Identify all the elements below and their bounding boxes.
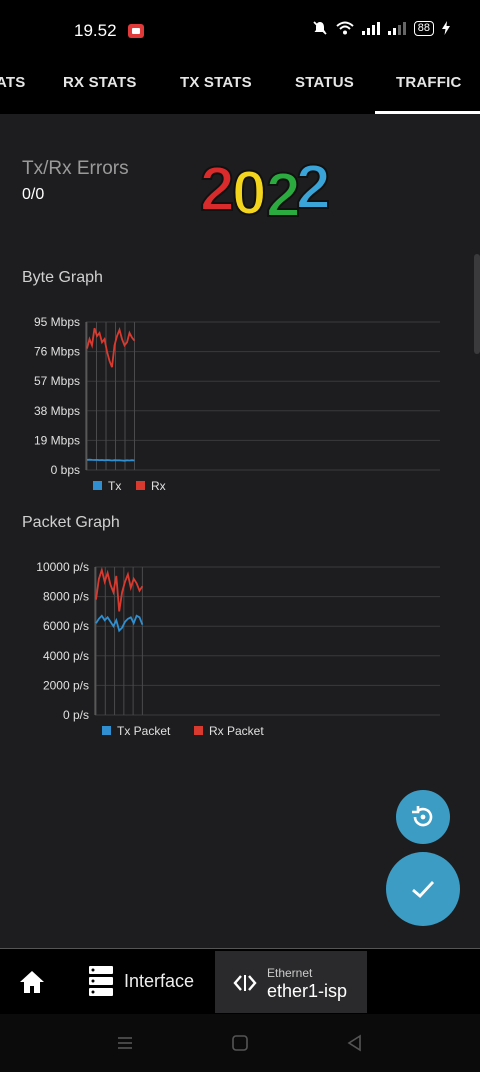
interface-button[interactable]: Interface [88, 965, 194, 997]
y-tick-label: 57 Mbps [34, 374, 80, 388]
y-tick-label: 2000 p/s [43, 678, 89, 692]
legend-swatch [194, 726, 203, 735]
check-icon [412, 881, 435, 898]
y-tick-label: 10000 p/s [36, 560, 89, 574]
series-line-rx-packet [95, 566, 144, 612]
y-tick-label: 95 Mbps [34, 315, 80, 329]
ethernet-name-label: ether1-isp [267, 981, 348, 1001]
legend-label: Tx [108, 479, 121, 493]
wifi-icon [336, 21, 354, 35]
y-tick-label: 19 Mbps [34, 433, 80, 447]
svg-text:0: 0 [232, 159, 266, 224]
interface-label: Interface [124, 970, 195, 991]
svg-text:2: 2 [266, 161, 300, 224]
legend-label: Tx Packet [117, 724, 171, 738]
tab-status[interactable]: STATUS [295, 74, 354, 91]
legend-swatch [93, 481, 102, 490]
legend-label: Rx Packet [209, 724, 264, 738]
system-nav-bar [0, 1014, 480, 1072]
packet-graph-chart: 10000 p/s 8000 p/s 6000 p/s 4000 p/s 2000 p/… [36, 560, 440, 738]
status-time: 19.52 [74, 21, 117, 40]
y-tick-label: 38 Mbps [34, 404, 80, 418]
reset-graph-button[interactable] [396, 790, 450, 844]
status-icons: 88 [312, 20, 450, 36]
y-tick-label: 4000 p/s [43, 649, 89, 663]
tab-rx-stats[interactable]: RX STATS [63, 74, 137, 91]
tab-traffic[interactable]: TRAFFIC [396, 74, 462, 91]
back-icon[interactable] [346, 1034, 364, 1052]
errors-title: Tx/Rx Errors [22, 158, 129, 179]
tab-stats[interactable]: ATS [0, 74, 26, 91]
signal-icon [361, 21, 380, 35]
y-tick-label: 76 Mbps [34, 345, 80, 359]
tab-bar: ATS RX STATS TX STATS STATUS TRAFFIC [0, 62, 480, 114]
y-tick-label: 0 bps [51, 463, 80, 477]
battery-indicator: 88 [413, 20, 434, 36]
active-tab-indicator [375, 111, 480, 114]
traffic-content[interactable]: Tx/Rx Errors 0/0 2 0 2 2 Byte Graph 95 M… [0, 114, 480, 948]
y-tick-label: 8000 p/s [43, 590, 89, 604]
y-tick-label: 0 p/s [63, 708, 89, 722]
home-nav-icon[interactable] [231, 1034, 249, 1052]
ethernet-type-label: Ethernet [267, 966, 313, 980]
ethernet-interface-button[interactable]: Ethernet ether1-isp [215, 951, 367, 1013]
ethernet-icon [233, 975, 257, 991]
svg-text:2: 2 [200, 155, 234, 224]
packet-graph-title: Packet Graph [22, 514, 120, 531]
scrollbar[interactable] [474, 254, 480, 354]
status-bar: 19.52 88 [0, 0, 480, 62]
legend-swatch [136, 481, 145, 490]
confirm-button[interactable] [386, 852, 460, 926]
home-icon [20, 971, 44, 993]
recents-icon[interactable] [116, 1034, 134, 1052]
errors-value: 0/0 [22, 186, 45, 203]
svg-text:2: 2 [296, 154, 330, 222]
new-year-logo: 2 0 2 2 [200, 154, 331, 224]
legend-label: Rx [151, 479, 166, 493]
signal-2-icon [387, 21, 406, 35]
legend-swatch [102, 726, 111, 735]
server-icon [89, 966, 113, 996]
screen-record-icon [128, 24, 144, 38]
series-line-tx-packet [95, 614, 144, 633]
charging-icon [442, 21, 450, 35]
mute-icon [313, 21, 327, 35]
home-button[interactable] [18, 969, 46, 1000]
series-line-rx [86, 326, 136, 368]
history-icon [412, 806, 433, 827]
byte-graph-title: Byte Graph [22, 269, 103, 286]
series-line-tx [86, 458, 135, 462]
tab-tx-stats[interactable]: TX STATS [180, 74, 252, 91]
y-tick-label: 6000 p/s [43, 619, 89, 633]
byte-graph-chart: 95 Mbps 76 Mbps 57 Mbps 38 Mbps 19 Mbps 0 bps… [34, 315, 440, 493]
bottom-bar: Interface Ethernet ether1-isp [0, 948, 480, 1014]
